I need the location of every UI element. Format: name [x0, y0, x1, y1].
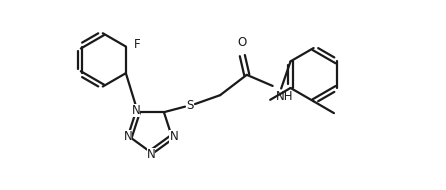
Text: N: N	[146, 148, 155, 161]
Text: N: N	[169, 131, 178, 143]
Text: S: S	[186, 99, 194, 112]
Text: O: O	[238, 36, 247, 49]
Text: N: N	[132, 104, 140, 117]
Text: F: F	[134, 38, 140, 51]
Text: N: N	[124, 131, 132, 143]
Text: NH: NH	[276, 90, 293, 103]
